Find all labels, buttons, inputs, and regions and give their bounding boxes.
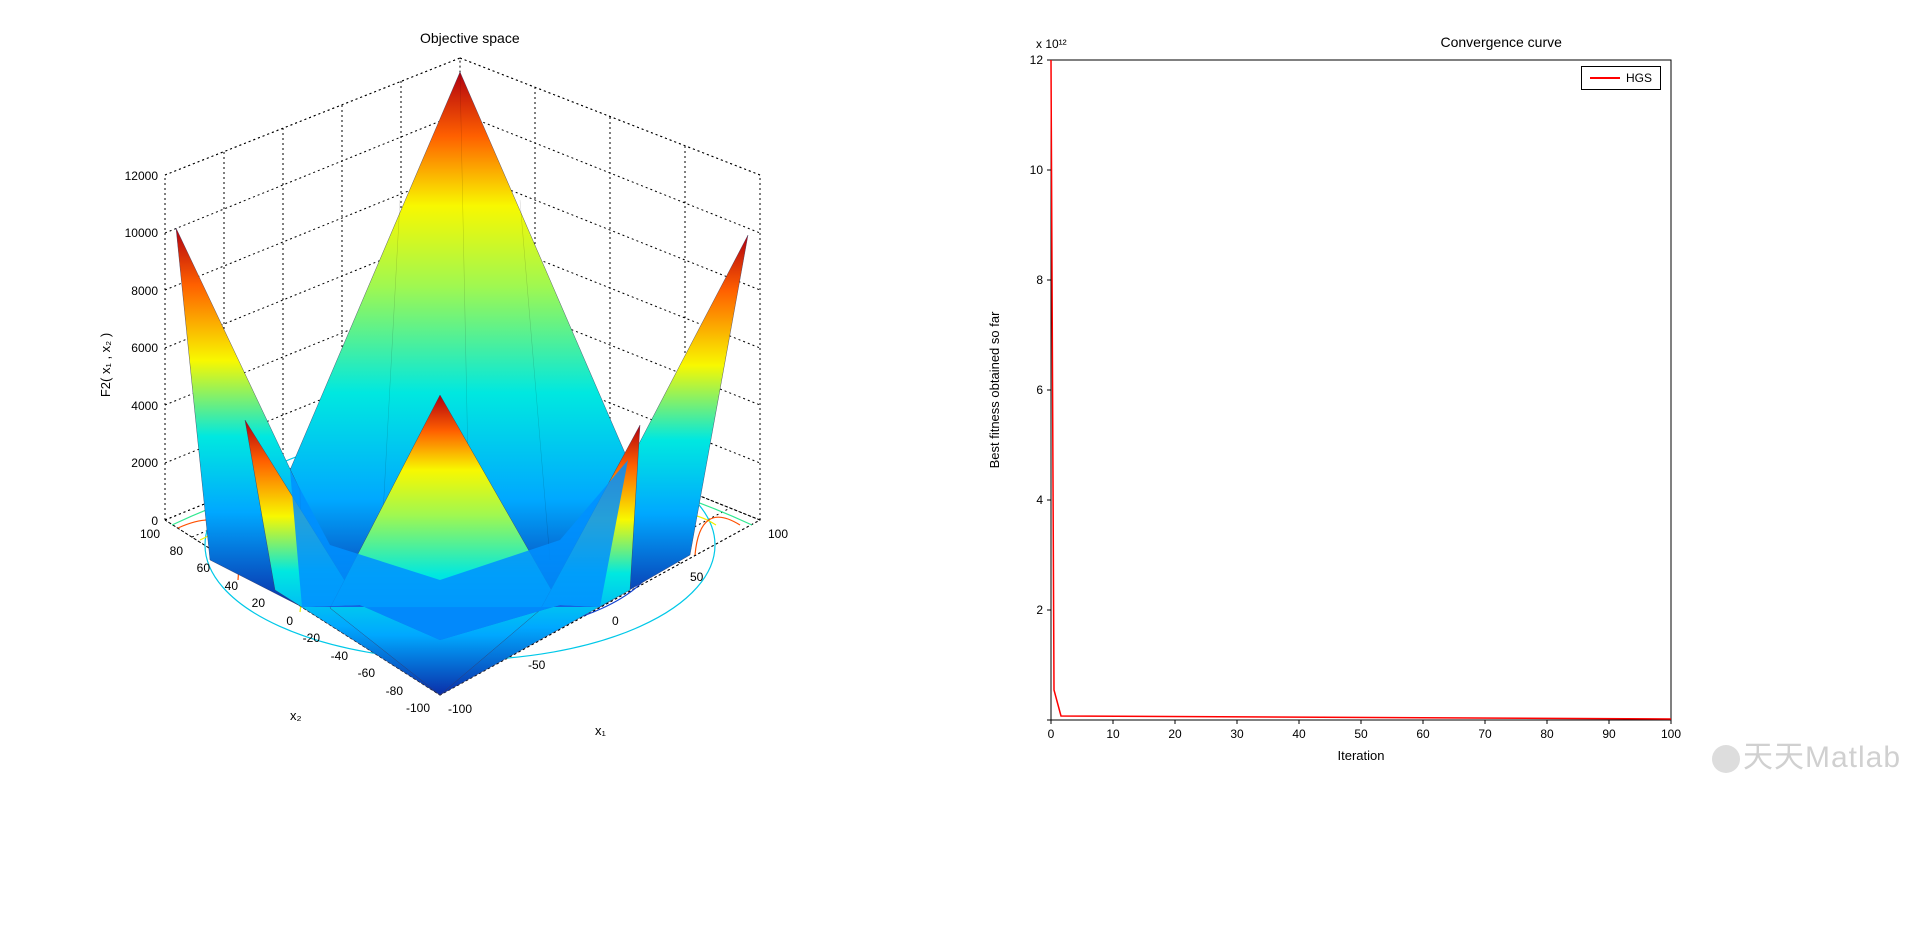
svg-text:40: 40 xyxy=(1292,727,1306,741)
svg-text:0: 0 xyxy=(286,614,293,628)
svg-text:-40: -40 xyxy=(331,649,349,663)
svg-text:70: 70 xyxy=(1478,727,1492,741)
svg-text:4000: 4000 xyxy=(131,399,158,413)
svg-text:6000: 6000 xyxy=(131,341,158,355)
svg-text:10: 10 xyxy=(1106,727,1120,741)
surface-3d-svg: 0 2000 4000 6000 8000 10000 12000 F2( x₁… xyxy=(0,0,960,900)
svg-text:100: 100 xyxy=(140,527,160,541)
x-axis-label: Iteration xyxy=(1337,748,1384,763)
svg-text:100: 100 xyxy=(1660,727,1680,741)
svg-text:100: 100 xyxy=(768,527,788,541)
svg-text:12: 12 xyxy=(1029,53,1043,67)
convergence-svg: 2 4 6 8 10 12 x 10¹² xyxy=(961,0,1921,900)
svg-text:80: 80 xyxy=(1540,727,1554,741)
svg-text:-20: -20 xyxy=(303,631,321,645)
svg-text:-80: -80 xyxy=(386,684,404,698)
svg-text:0: 0 xyxy=(151,514,158,528)
y-axis-label: Best fitness obtained so far xyxy=(987,311,1002,468)
svg-text:20: 20 xyxy=(1168,727,1182,741)
legend: HGS xyxy=(1581,66,1661,90)
svg-text:-100: -100 xyxy=(448,702,472,716)
objective-space-chart: Objective space xyxy=(0,0,961,946)
svg-text:10000: 10000 xyxy=(125,226,159,240)
x2-axis-label: x₂ xyxy=(290,708,302,723)
legend-swatch-hgs xyxy=(1590,77,1620,79)
svg-text:10: 10 xyxy=(1029,163,1043,177)
svg-text:4: 4 xyxy=(1036,493,1043,507)
svg-text:50: 50 xyxy=(690,570,704,584)
z-axis-label: F2( x₁ , x₂ ) xyxy=(98,333,113,397)
svg-text:20: 20 xyxy=(252,596,266,610)
y-multiplier: x 10¹² xyxy=(1036,37,1067,51)
svg-text:-50: -50 xyxy=(528,658,546,672)
svg-text:80: 80 xyxy=(170,544,184,558)
svg-text:2000: 2000 xyxy=(131,456,158,470)
svg-text:-100: -100 xyxy=(406,701,430,715)
svg-text:50: 50 xyxy=(1354,727,1368,741)
convergence-chart: Convergence curve 2 4 6 8 10 12 xyxy=(961,0,1921,946)
svg-text:2: 2 xyxy=(1036,603,1043,617)
legend-label-hgs: HGS xyxy=(1626,71,1652,85)
svg-text:-60: -60 xyxy=(358,666,376,680)
svg-text:8000: 8000 xyxy=(131,284,158,298)
svg-text:60: 60 xyxy=(1416,727,1430,741)
svg-text:30: 30 xyxy=(1230,727,1244,741)
svg-text:6: 6 xyxy=(1036,383,1043,397)
svg-text:12000: 12000 xyxy=(125,169,159,183)
svg-text:90: 90 xyxy=(1602,727,1616,741)
svg-text:40: 40 xyxy=(225,579,239,593)
svg-text:0: 0 xyxy=(1047,727,1054,741)
svg-text:60: 60 xyxy=(197,561,211,575)
svg-text:8: 8 xyxy=(1036,273,1043,287)
svg-text:0: 0 xyxy=(612,614,619,628)
x1-axis-label: x₁ xyxy=(595,723,607,738)
